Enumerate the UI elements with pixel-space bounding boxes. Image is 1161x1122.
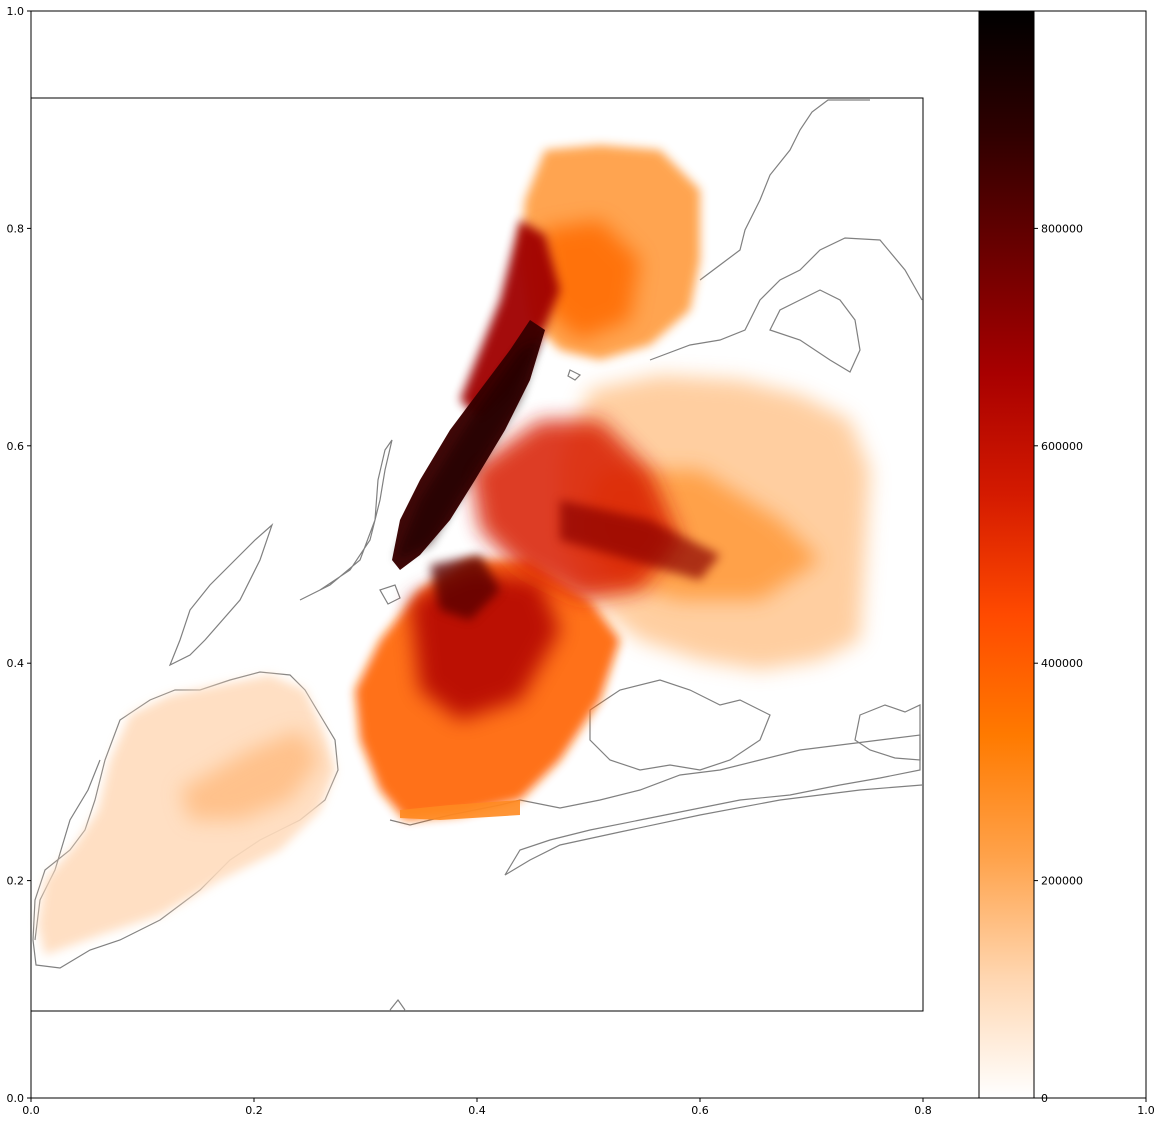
roosevelt-island-outline	[567, 369, 582, 381]
heat-staten-island-core	[180, 730, 320, 820]
colorbar-tick-label: 0	[1041, 1092, 1048, 1105]
x-tick-label: 0.8	[914, 1104, 932, 1117]
colorbar-tick-label: 200000	[1041, 875, 1083, 888]
density-layer	[38, 145, 870, 955]
new-jersey-outline	[168, 523, 274, 667]
long-island-sound-outline	[769, 289, 861, 373]
y-tick-label: 0.4	[7, 657, 25, 670]
queens-north-outline	[649, 237, 923, 361]
jamaica-bay-outline	[589, 679, 771, 771]
x-tick-label: 1.0	[1137, 1104, 1155, 1117]
y-axis-ticks: 0.0 0.2 0.4 0.6 0.8 1.0	[7, 5, 31, 1105]
colorbar-ticks: 0 200000 400000 600000 800000	[1034, 222, 1083, 1105]
hudson-west-outline	[299, 439, 393, 601]
heat-bronx-core	[540, 220, 640, 340]
heat-upper-manhattan	[460, 220, 560, 420]
x-tick-label: 0.2	[245, 1104, 263, 1117]
y-tick-label: 0.6	[7, 440, 25, 453]
x-tick-label: 0.4	[468, 1104, 486, 1117]
x-tick-label: 0.0	[22, 1104, 40, 1117]
governors-island-outline	[379, 584, 401, 605]
y-tick-label: 0.2	[7, 875, 25, 888]
staten-island-outline	[32, 671, 339, 969]
brooklyn-queens-outline	[389, 734, 923, 876]
south-edge-outline	[389, 998, 406, 1011]
inner-axes-frame	[30, 97, 924, 1012]
heat-queens-corridor	[560, 500, 720, 580]
little-neck-outline	[854, 704, 921, 761]
y-tick-label: 0.0	[7, 1092, 25, 1105]
x-tick-label: 0.6	[691, 1104, 709, 1117]
x-axis-ticks: 0.0 0.2 0.4 0.6 0.8 1.0	[22, 1098, 1155, 1117]
map-area	[30, 97, 924, 1012]
colorbar-tick-label: 400000	[1041, 657, 1083, 670]
y-tick-label: 1.0	[7, 5, 25, 18]
heat-manhattan-glow	[395, 340, 540, 560]
y-tick-label: 0.8	[7, 222, 25, 235]
colorbar: 0 200000 400000 600000 800000	[978, 10, 1083, 1105]
colorbar-tick-label: 600000	[1041, 440, 1083, 453]
north-shore-outline	[699, 99, 870, 281]
coastline-outline	[32, 99, 923, 1011]
west-staten-outline	[34, 759, 101, 941]
heat-downtown-brooklyn	[430, 555, 500, 620]
heat-brooklyn-south	[400, 800, 520, 820]
colorbar-tick-label: 800000	[1041, 222, 1083, 235]
heat-staten-island	[38, 675, 335, 955]
colorbar-gradient	[978, 10, 1035, 1099]
